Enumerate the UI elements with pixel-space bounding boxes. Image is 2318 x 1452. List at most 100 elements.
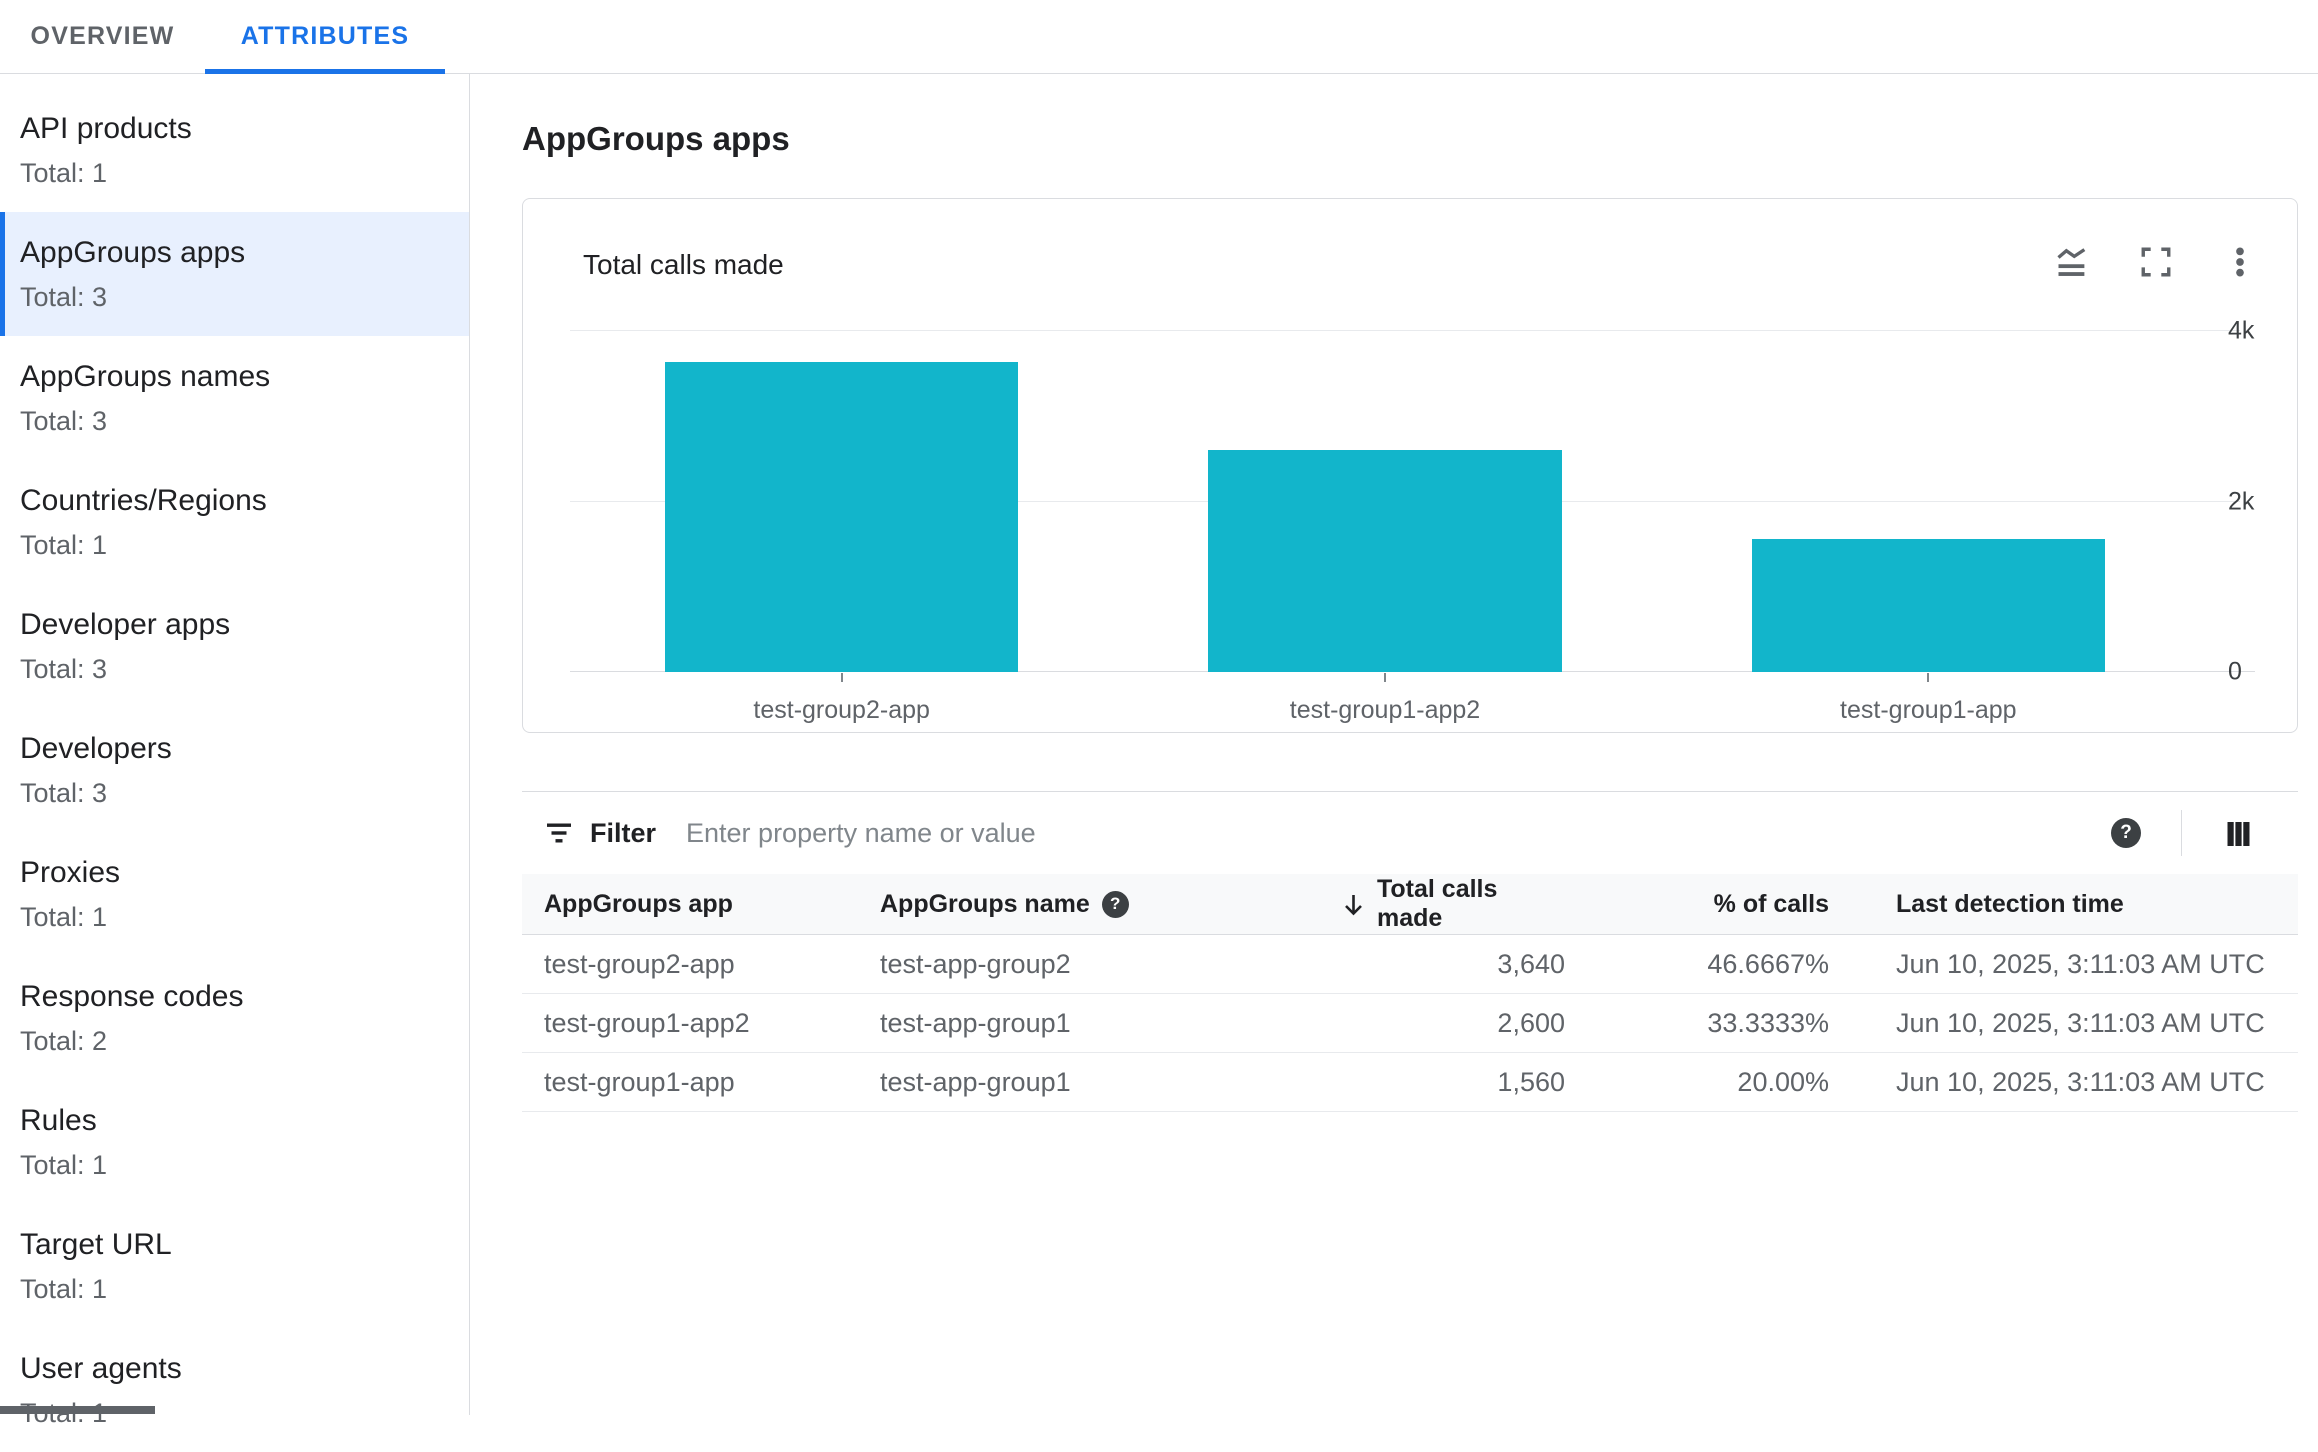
tab-overview[interactable]: OVERVIEW [30, 22, 175, 50]
cell-app: test-group2-app [544, 948, 735, 979]
sidebar-item-appgroups-names[interactable]: AppGroups names Total: 3 [0, 336, 469, 460]
column-header-total-calls-label: Total calls made [1377, 875, 1498, 932]
sidebar-item-label: AppGroups names [20, 360, 271, 393]
content-area: API products Total: 1 AppGroups apps Total:… [0, 74, 2318, 1428]
bar-chart-plot: test-group2-app test-group1-app2 test-grou… [570, 330, 2255, 724]
sidebar-item-label: User agents [20, 1352, 182, 1385]
bar-slot-test-group2-app: test-group2-app [570, 331, 1113, 724]
x-tick-mark [840, 673, 843, 682]
filter-row: Filter ? [522, 792, 2298, 874]
column-header-appgroups-name-label: AppGroups name [880, 889, 1090, 918]
sidebar-item-label: Rules [20, 1104, 97, 1137]
sidebar-item-total: Total: 2 [20, 1026, 108, 1056]
main-panel: AppGroups apps Total calls made [470, 74, 2318, 1415]
x-tick-label: test-group1-app2 [1289, 696, 1481, 724]
y-axis-labels: 4k 2k 0 [2228, 317, 2318, 686]
sidebar-item-api-products[interactable]: API products Total: 1 [0, 88, 469, 212]
y-tick-label: 0 [2228, 657, 2242, 686]
table-row-test-group2-app: test-group2-app test-app-group2 3,640 46.66… [522, 935, 2298, 994]
bar-slot-test-group1-app2: test-group1-app2 [1113, 331, 1656, 724]
cell-last-detection: Jun 10, 2025, 3:11:03 AM UTC [1896, 1066, 2265, 1097]
table-header-row: AppGroups app AppGroups name ? Total cal… [522, 874, 2298, 935]
sidebar-item-appgroups-apps[interactable]: AppGroups apps Total: 3 [0, 212, 469, 336]
tab-attributes[interactable]: ATTRIBUTES [205, 0, 445, 74]
fullscreen-icon[interactable] [2137, 243, 2175, 281]
sidebar-item-total: Total: 3 [20, 654, 108, 684]
sidebar-item-label: AppGroups apps [20, 236, 246, 269]
sidebar-item-label: Developer apps [20, 608, 231, 641]
sidebar-item-label: API products [20, 112, 192, 145]
chart-toolbar [2053, 243, 2259, 281]
sidebar-item-total: Total: 3 [20, 406, 108, 436]
cell-pct: 20.00% [1737, 1066, 1829, 1097]
cell-name: test-app-group1 [880, 1007, 1071, 1038]
tab-attributes-label: ATTRIBUTES [240, 22, 410, 50]
sidebar-item-developers[interactable]: Developers Total: 3 [0, 708, 469, 832]
x-tick-mark [1927, 673, 1930, 682]
cell-app: test-group1-app [544, 1066, 735, 1097]
filter-icon [544, 818, 574, 848]
cell-calls: 1,560 [1497, 1066, 1565, 1097]
cell-name: test-app-group1 [880, 1066, 1071, 1097]
horizontal-scrollbar-thumb[interactable] [0, 1406, 155, 1414]
sidebar-item-total: Total: 1 [20, 1274, 108, 1304]
x-tick-mark [1383, 673, 1386, 682]
bar-test-group2-app [665, 361, 1019, 672]
cell-pct: 46.6667% [1707, 948, 1829, 979]
sidebar-item-target-url[interactable]: Target URL Total: 1 [0, 1204, 469, 1328]
sidebar-item-developer-apps[interactable]: Developer apps Total: 3 [0, 584, 469, 708]
column-header-appgroups-name[interactable]: AppGroups name ? [880, 890, 1340, 919]
y-tick-label: 4k [2228, 316, 2255, 345]
filter-help-icon[interactable]: ? [2111, 818, 2141, 848]
cell-calls: 3,640 [1497, 948, 1565, 979]
sidebar-item-label: Countries/Regions [20, 484, 267, 517]
sidebar-item-response-codes[interactable]: Response codes Total: 2 [0, 956, 469, 1080]
chart-type-icon[interactable] [2053, 243, 2091, 281]
appgroups-name-help-icon[interactable]: ? [1101, 890, 1129, 918]
attributes-table-section: Filter ? AppGroups app AppGroups name ? [522, 791, 2298, 1112]
y-tick-label: 2k [2228, 487, 2255, 515]
filter-input[interactable] [684, 816, 2111, 850]
sidebar-item-total: Total: 1 [20, 902, 108, 932]
toolbar-divider [2181, 810, 2182, 856]
sidebar-item-total: Total: 1 [20, 530, 108, 560]
sidebar-item-rules[interactable]: Rules Total: 1 [0, 1080, 469, 1204]
sort-descending-icon[interactable] [1340, 891, 1367, 918]
bars-row: test-group2-app test-group1-app2 test-grou… [570, 331, 2200, 724]
cell-app: test-group1-app2 [544, 1007, 750, 1038]
filter-label: Filter [590, 817, 657, 848]
cell-last-detection: Jun 10, 2025, 3:11:03 AM UTC [1896, 948, 2265, 979]
x-tick-label: test-group2-app [753, 696, 930, 724]
sidebar-item-total: Total: 1 [20, 158, 108, 188]
sidebar-item-proxies[interactable]: Proxies Total: 1 [0, 832, 469, 956]
selected-item-indicator [0, 212, 5, 336]
gridline [570, 330, 2240, 331]
chart-card: Total calls made [522, 198, 2298, 733]
chart-title: Total calls made [583, 249, 784, 280]
column-header-pct-calls[interactable]: % of calls [1713, 889, 1829, 918]
cell-pct: 33.3333% [1707, 1007, 1829, 1038]
sidebar-item-label: Response codes [20, 980, 244, 1013]
more-options-icon[interactable] [2221, 243, 2259, 281]
column-header-last-detection[interactable]: Last detection time [1896, 889, 2124, 918]
column-header-appgroups-app[interactable]: AppGroups app [544, 889, 733, 918]
sidebar-item-label: Proxies [20, 856, 121, 889]
table-row-test-group1-app: test-group1-app test-app-group1 1,560 20.00… [522, 1053, 2298, 1112]
page-title: AppGroups apps [522, 120, 790, 157]
attributes-sidebar: API products Total: 1 AppGroups apps Total:… [0, 74, 470, 1428]
sidebar-item-countries-regions[interactable]: Countries/Regions Total: 1 [0, 460, 469, 584]
sidebar-list: API products Total: 1 AppGroups apps Total:… [0, 88, 469, 1452]
sidebar-item-label: Target URL [20, 1228, 172, 1261]
bar-slot-test-group1-app: test-group1-app [1657, 331, 2200, 724]
sidebar-item-total: Total: 3 [20, 282, 108, 312]
bar-test-group1-app2 [1208, 450, 1562, 672]
sidebar-item-user-agents[interactable]: User agentsTotal: 1 [0, 1328, 469, 1452]
column-header-total-calls[interactable]: Total calls made [1340, 875, 1565, 933]
table-row-test-group1-app2: test-group1-app2 test-app-group1 2,600 33.3… [522, 994, 2298, 1053]
cell-name: test-app-group2 [880, 948, 1071, 979]
active-tab-indicator [205, 69, 445, 74]
column-settings-icon[interactable] [2222, 817, 2254, 849]
x-tick-label: test-group1-app [1840, 696, 2017, 724]
cell-last-detection: Jun 10, 2025, 3:11:03 AM UTC [1896, 1007, 2265, 1038]
sidebar-item-label: Developers [20, 732, 172, 765]
